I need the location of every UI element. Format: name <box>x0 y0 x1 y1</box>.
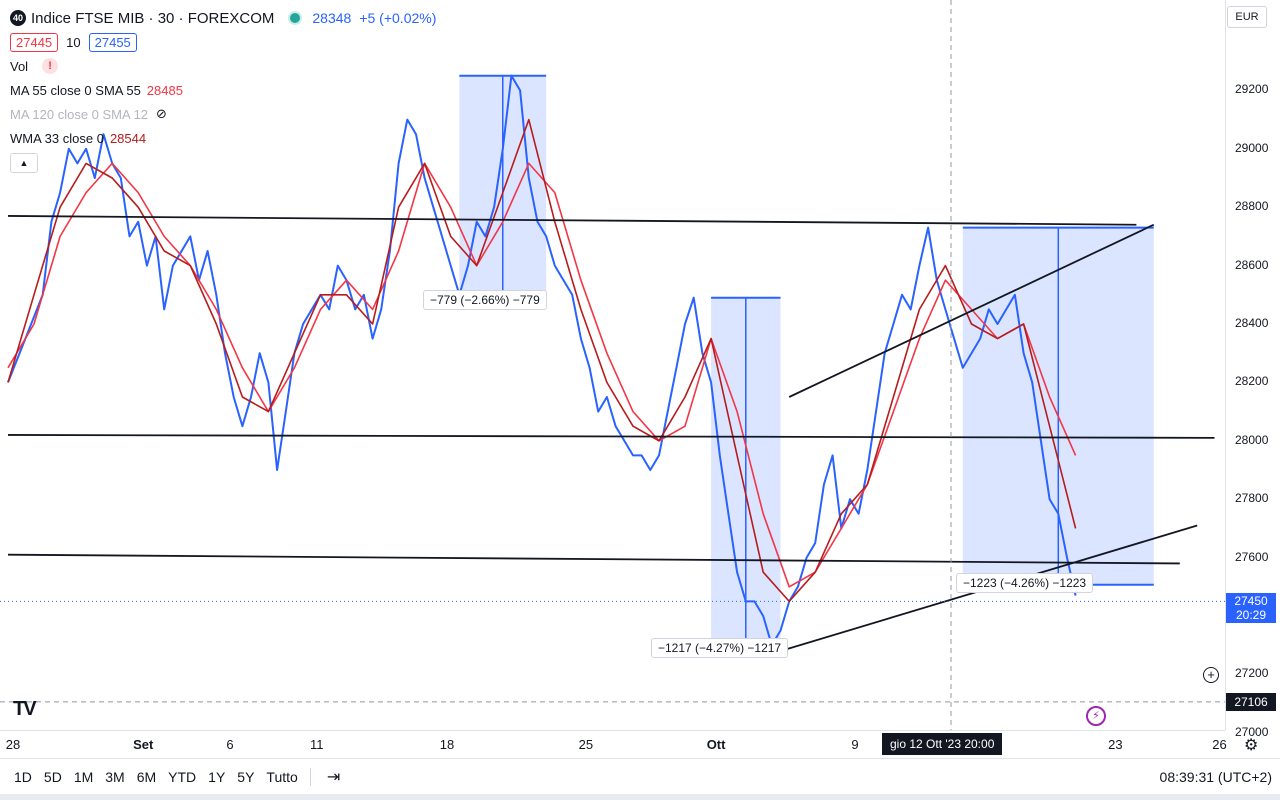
price-chart[interactable] <box>0 0 1225 730</box>
time-axis[interactable]: 28Set6111825Ott9162326 <box>0 730 1227 758</box>
measure-label: −1217 (−4.27%) −1217 <box>651 638 789 658</box>
measure-label: −1223 (−4.26%) −1223 <box>956 573 1094 593</box>
current-price-value: 27450 <box>1234 594 1268 609</box>
y-tick-label: 29000 <box>1235 140 1269 155</box>
x-tick-label: 11 <box>310 737 324 752</box>
x-tick-label: 9 <box>851 737 859 752</box>
x-tick-label: Ott <box>706 737 726 752</box>
tradingview-logo-icon[interactable]: TV <box>13 698 37 720</box>
y-tick-label: 28600 <box>1235 257 1269 272</box>
x-tick-label: 28 <box>5 737 21 752</box>
buy-button[interactable]: 27455 <box>88 32 137 52</box>
y-tick-label: 28800 <box>1235 199 1269 214</box>
timeframe-button-1m[interactable]: 1M <box>73 768 94 785</box>
y-tick-label: 27800 <box>1235 491 1269 506</box>
chart-legend: 40 Indice FTSE MIB · 30 · FOREXCOM 28348… <box>10 6 436 174</box>
separator <box>309 767 311 786</box>
timeframe-button-1y[interactable]: 1Y <box>208 768 226 785</box>
price-change: +5 (+0.02%) <box>359 10 437 26</box>
x-tick-label: 6 <box>226 737 234 752</box>
measure-label: −779 (−2.66%) −779 <box>423 290 547 310</box>
indicator-label: WMA 33 close 0 <box>10 130 104 146</box>
current-price-badge: 27450 20:29 <box>1226 593 1276 624</box>
spread-value: 10 <box>66 34 81 50</box>
y-tick-label: 29200 <box>1235 82 1269 97</box>
y-tick-label: 27200 <box>1235 666 1269 681</box>
x-tick-label: 23 <box>1108 737 1123 752</box>
trendline <box>7 434 1215 439</box>
timeframe-button-3m[interactable]: 3M <box>105 768 125 785</box>
calendar-range-icon[interactable]: ⇥ <box>326 768 341 786</box>
timeframe-button-1d[interactable]: 1D <box>14 768 32 785</box>
symbol-badge: 40 <box>10 10 26 26</box>
y-tick-label: 28200 <box>1235 374 1269 389</box>
indicator-vol[interactable]: Vol ! <box>10 54 436 78</box>
hidden-eye-icon[interactable]: ⊘ <box>156 106 167 121</box>
timeframe-button-5d[interactable]: 5D <box>43 768 62 785</box>
indicator-ma120[interactable]: MA 120 close 0 SMA 12 ⊘ <box>10 102 436 126</box>
indicator-label: MA 55 close 0 SMA 55 <box>10 82 141 98</box>
bottom-strip <box>0 794 1280 800</box>
indicator-ma55[interactable]: MA 55 close 0 SMA 55 28485 <box>10 78 436 102</box>
settings-gear-icon[interactable]: ⚙ <box>1244 737 1259 754</box>
series-line <box>7 162 1077 588</box>
crosshair-time-badge: gio 12 Ott '23 20:00 <box>882 733 1003 755</box>
trendline <box>788 223 1155 398</box>
current-time-value: 20:29 <box>1235 608 1267 623</box>
indicator-label: MA 120 close 0 SMA 12 <box>10 106 149 122</box>
indicator-wma33[interactable]: WMA 33 close 0 28544 <box>10 126 436 150</box>
currency-button[interactable]: EUR <box>1227 6 1267 28</box>
x-tick-label: 25 <box>578 737 594 752</box>
timeframe-button-ytd[interactable]: YTD <box>168 768 197 785</box>
add-alert-plus-icon[interactable]: + <box>1203 667 1219 683</box>
timeframe-bar: 1D 5D 1M 3M 6M YTD 1Y 5Y Tutto ⇥ 08:39:31 (UTC+2… <box>0 758 1280 794</box>
trendline <box>7 553 1180 565</box>
y-tick-label: 27000 <box>1235 724 1269 739</box>
timeframe-button-tutto[interactable]: Tutto <box>266 768 298 785</box>
clock[interactable]: 08:39:31 (UTC+2) <box>1159 769 1272 785</box>
lightning-icon[interactable]: ⚡ <box>1086 706 1106 726</box>
crosshair-price-badge: 27106 <box>1226 692 1276 711</box>
x-tick-label: 26 <box>1212 737 1227 752</box>
indicator-value: 28485 <box>146 82 183 98</box>
indicator-value: 28544 <box>109 130 147 146</box>
trendline <box>7 215 1137 226</box>
timeframe-button-6m[interactable]: 6M <box>136 768 157 785</box>
x-tick-label: Set <box>133 737 154 752</box>
indicator-label: Vol <box>10 58 29 74</box>
series-line <box>7 74 1077 647</box>
last-price: 28348 <box>312 10 352 26</box>
y-tick-label: 28000 <box>1235 432 1269 447</box>
collapse-legend-button[interactable]: ▲ <box>10 153 38 173</box>
y-tick-label: 28400 <box>1235 316 1269 330</box>
sell-button[interactable]: 27445 <box>10 32 59 52</box>
y-tick-label: 27600 <box>1235 549 1269 564</box>
timeframe-button-5y[interactable]: 5Y <box>237 768 255 785</box>
warning-icon[interactable]: ! <box>42 58 59 74</box>
series-line <box>7 118 1077 603</box>
symbol-title[interactable]: Indice FTSE MIB · 30 · FOREXCOM <box>31 9 275 27</box>
market-open-icon <box>288 11 303 25</box>
x-tick-label: 18 <box>439 737 455 752</box>
